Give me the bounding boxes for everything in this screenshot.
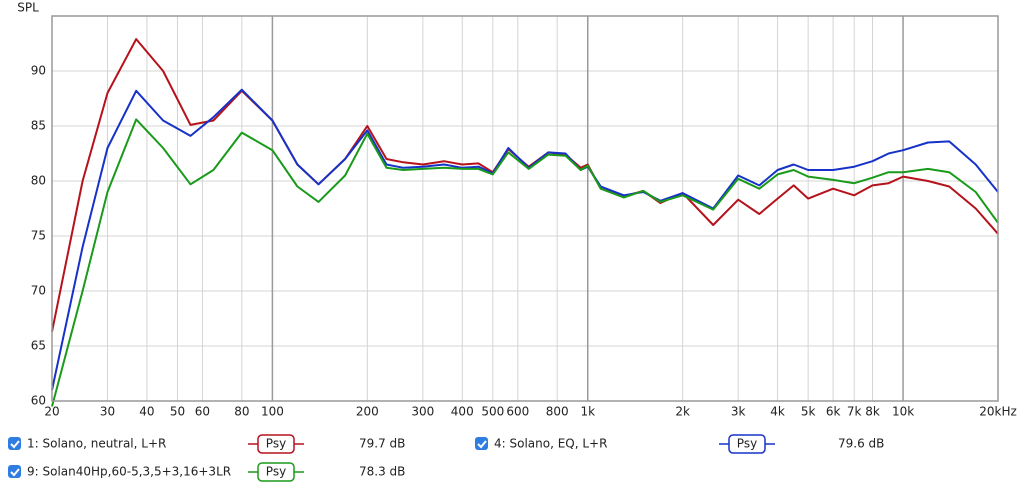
plot-frame	[51, 15, 999, 402]
x-tick-label: 1k	[580, 405, 595, 419]
legend-check	[477, 440, 487, 449]
legend-item: 9: Solan40Hp,60-5,3,5+3,16+3LR Psy 78.3 dB	[8, 462, 405, 482]
smoothing-button[interactable]	[257, 434, 295, 454]
y-tick-label: 70	[31, 284, 46, 298]
legend-checkbox[interactable]	[475, 437, 488, 450]
smoothing-label: Psy	[266, 437, 286, 451]
x-tick-label: 30	[100, 405, 115, 419]
smoothing-button[interactable]	[728, 434, 766, 454]
x-tick-label: 600	[506, 405, 529, 419]
x-tick-label: 6k	[826, 405, 841, 419]
smoothing-label: Psy	[737, 437, 757, 451]
y-tick-label: 75	[31, 229, 46, 243]
smoothing-label: Psy	[266, 465, 286, 479]
y-tick-label: 80	[31, 174, 46, 188]
lines	[51, 38, 999, 407]
x-tick-label: 50	[170, 405, 185, 419]
x-tick-label: 400	[451, 405, 474, 419]
x-tick-label: 100	[261, 405, 284, 419]
series-line	[51, 118, 999, 407]
series-line	[51, 88, 999, 391]
x-tick-label: 3k	[731, 405, 746, 419]
legend: 1: Solano, neutral, L+R Psy 79.7 dB 4: Sola…	[8, 434, 884, 482]
y-tick-label: 65	[31, 339, 46, 353]
grid	[51, 16, 999, 402]
level-label: 79.6 dB	[838, 437, 884, 451]
x-tick-label: 10k	[892, 405, 914, 419]
legend-label: 1: Solano, neutral, L+R	[27, 437, 166, 451]
x-tick-label: 20	[44, 405, 59, 419]
smoothing-button[interactable]	[257, 462, 295, 482]
level-label: 78.3 dB	[359, 465, 405, 479]
x-tick-label: 20kHz	[979, 405, 1017, 419]
legend-label: 4: Solano, EQ, L+R	[494, 437, 607, 451]
x-tick-label: 800	[546, 405, 569, 419]
level-label: 79.7 dB	[359, 437, 405, 451]
x-tick-label: 60	[195, 405, 210, 419]
y-tick-label: 60	[31, 394, 46, 408]
legend-check	[10, 468, 20, 477]
x-tick-label: 2k	[675, 405, 690, 419]
legend-check	[10, 440, 20, 449]
legend-label: 9: Solan40Hp,60-5,3,5+3,16+3LR	[27, 465, 231, 479]
x-tick-label: 300	[411, 405, 434, 419]
x-tick-label: 200	[356, 405, 379, 419]
legend-checkbox[interactable]	[8, 437, 21, 450]
legend-checkbox[interactable]	[8, 465, 21, 478]
x-tick-label: 80	[234, 405, 249, 419]
y-tick-label: 90	[31, 64, 46, 78]
x-tick-label: 8k	[865, 405, 880, 419]
y-axis-label: SPL	[17, 1, 39, 15]
y-tick-label: 85	[31, 119, 46, 133]
x-tick-label: 5k	[801, 405, 816, 419]
legend-item: 4: Solano, EQ, L+R Psy 79.6 dB	[475, 434, 884, 454]
legend-item: 1: Solano, neutral, L+R Psy 79.7 dB	[8, 434, 405, 454]
x-tick-label: 4k	[770, 405, 785, 419]
x-tick-label: 40	[139, 405, 154, 419]
x-tick-label: 500	[481, 405, 504, 419]
x-tick-label: 7k	[847, 405, 862, 419]
